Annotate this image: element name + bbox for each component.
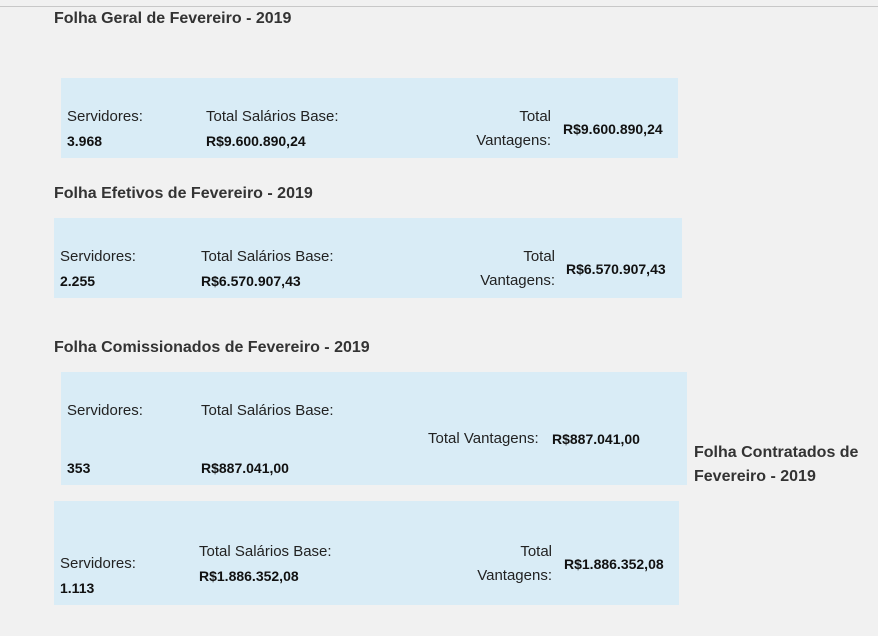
heading-folha-contratados-line1: Folha Contratados de bbox=[694, 444, 859, 461]
heading-folha-geral: Folha Geral de Fevereiro - 2019 bbox=[54, 10, 292, 27]
total-vantagens-label-line1: Total bbox=[519, 108, 551, 125]
total-vantagens-value: R$887.041,00 bbox=[552, 431, 640, 447]
panel-folha-efetivos: Servidores: 2.255 Total Salários Base: R… bbox=[54, 218, 682, 298]
total-vantagens-value: R$1.886.352,08 bbox=[564, 556, 664, 572]
panel-folha-contratados: Servidores: 1.113 Total Salários Base: R… bbox=[54, 501, 679, 605]
total-salarios-label: Total Salários Base: bbox=[201, 402, 334, 419]
total-salarios-value: R$887.041,00 bbox=[201, 460, 289, 476]
top-divider bbox=[0, 6, 878, 7]
heading-folha-contratados-line2: Fevereiro - 2019 bbox=[694, 468, 816, 485]
servidores-value: 1.113 bbox=[60, 580, 95, 596]
heading-folha-efetivos: Folha Efetivos de Fevereiro - 2019 bbox=[54, 185, 313, 202]
total-vantagens-label-line2: Vantagens: bbox=[480, 272, 555, 289]
total-vantagens-value: R$6.570.907,43 bbox=[566, 261, 666, 277]
heading-folha-comissionados: Folha Comissionados de Fevereiro - 2019 bbox=[54, 339, 370, 356]
total-salarios-value: R$9.600.890,24 bbox=[206, 133, 306, 149]
total-salarios-value: R$1.886.352,08 bbox=[199, 568, 299, 584]
servidores-label: Servidores: bbox=[67, 108, 143, 125]
total-vantagens-label-line2: Vantagens: bbox=[477, 567, 552, 584]
servidores-label: Servidores: bbox=[67, 402, 143, 419]
panel-folha-geral: Servidores: 3.968 Total Salários Base: R… bbox=[61, 78, 678, 158]
servidores-value: 3.968 bbox=[67, 133, 103, 149]
total-vantagens-value: R$9.600.890,24 bbox=[563, 121, 663, 137]
total-salarios-label: Total Salários Base: bbox=[199, 543, 332, 560]
total-vantagens-label-line1: Total bbox=[520, 543, 552, 560]
panel-folha-comissionados: Servidores: 353 Total Salários Base: R$8… bbox=[61, 372, 687, 485]
servidores-label: Servidores: bbox=[60, 555, 136, 572]
total-vantagens-label: Total Vantagens: bbox=[428, 430, 539, 447]
servidores-value: 353 bbox=[67, 460, 91, 476]
servidores-value: 2.255 bbox=[60, 273, 96, 289]
total-salarios-value: R$6.570.907,43 bbox=[201, 273, 301, 289]
servidores-label: Servidores: bbox=[60, 248, 136, 265]
total-salarios-label: Total Salários Base: bbox=[201, 248, 334, 265]
total-salarios-label: Total Salários Base: bbox=[206, 108, 339, 125]
total-vantagens-label-line1: Total bbox=[523, 248, 555, 265]
total-vantagens-label-line2: Vantagens: bbox=[476, 132, 551, 149]
